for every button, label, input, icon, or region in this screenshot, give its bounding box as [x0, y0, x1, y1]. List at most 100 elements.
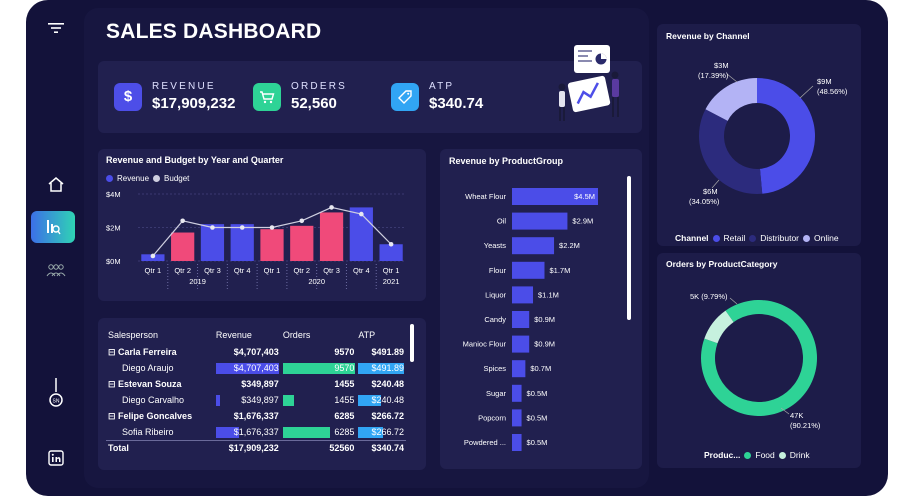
header-orders[interactable]: Orders	[282, 330, 311, 340]
svg-text:SN: SN	[53, 399, 60, 405]
x-tick-label: Qtr 4	[234, 266, 251, 275]
header-salesperson[interactable]: Salesperson	[108, 330, 159, 340]
x-tick-label: Qtr 2	[293, 266, 310, 275]
linkedin-icon[interactable]	[41, 446, 71, 470]
salesperson-panel	[98, 318, 426, 470]
lightbulb-icon[interactable]: SN	[41, 378, 71, 410]
cell-orders-text: 1455	[334, 395, 355, 405]
cell-atp: $266.72	[356, 424, 406, 440]
cell-total-label: Total	[108, 443, 129, 454]
revenue-budget-title: Revenue and Budget by Year and Quarter	[106, 155, 284, 165]
productgroup-bar	[512, 335, 530, 353]
budget-point	[329, 205, 334, 210]
cell-revenue-text: $349,897	[241, 395, 279, 405]
category-legend-title: Produc...	[704, 450, 741, 460]
filter-icon[interactable]	[41, 16, 71, 40]
data-label: $0.7M	[530, 364, 551, 373]
legend-drink-dot	[778, 451, 786, 459]
category-donut: 5K (9.79%) 47K(90.21%)	[690, 292, 821, 430]
productgroup-bar	[512, 261, 545, 279]
category-panel	[657, 253, 861, 468]
kpi-value: $17,909,232	[152, 95, 236, 112]
channel-legend-title: Channel	[675, 233, 709, 243]
revenue-bar	[200, 224, 225, 261]
budget-point	[388, 241, 394, 247]
revenue-bar	[379, 244, 403, 261]
slice-label: (34.05%)	[689, 197, 720, 206]
cell-orders-text: 9570	[334, 363, 355, 373]
header-atp[interactable]: ATP	[358, 330, 376, 340]
sidebar: SN	[26, 0, 86, 496]
orders-databar	[282, 395, 294, 406]
productgroup-bar	[512, 409, 522, 427]
revenue-budget-legend: Revenue Budget	[106, 174, 189, 183]
home-icon[interactable]	[41, 172, 71, 196]
kpi-label: REVENUE	[152, 81, 216, 92]
budget-point	[210, 225, 215, 230]
y-tick-label: $4M	[106, 190, 121, 199]
category-label: Spices	[483, 364, 506, 373]
revenue-budget-chart: $0M $2M $4M Qtr 1 Qtr 2 Qtr 3 Qtr 4 Qtr 1 Qtr 2 Q…	[106, 190, 406, 290]
productgroup-bar	[512, 237, 555, 255]
x-tick-label: Qtr 1	[145, 266, 162, 275]
donut-slice	[704, 310, 734, 344]
donut-slice	[699, 109, 763, 194]
cell-atp: $266.72	[371, 411, 404, 421]
kpi-panel: $ REVENUE $17,909,232 ORDERS 52,560 ATP …	[98, 45, 642, 133]
legend-drink: Drink	[789, 450, 810, 460]
data-label: $2.9M	[572, 217, 593, 226]
table-row[interactable]: Sofia Ribeiro $1,676,337 6285 $266.72	[106, 424, 406, 440]
cell-revenue-text: $1,676,337	[233, 426, 279, 437]
cell-orders: 9570	[334, 347, 355, 357]
legend-revenue: Revenue	[117, 174, 150, 183]
dashboard-illustration	[558, 45, 619, 121]
table-header-row: Salesperson Revenue Orders ATP	[106, 326, 406, 344]
cell-atp: $240.48	[356, 392, 406, 408]
slice-label: $3M	[714, 61, 729, 70]
report-icon[interactable]	[31, 211, 75, 243]
cell-total-atp: $340.74	[371, 443, 404, 454]
productgroup-scrollbar[interactable]	[627, 176, 631, 320]
leader-line	[799, 85, 814, 99]
table-row[interactable]: Diego Araujo $4,707,403 9570 $491.89	[106, 360, 406, 376]
year-label: 2020	[308, 277, 325, 286]
header-revenue[interactable]: Revenue	[215, 330, 252, 340]
legend-online: Online	[814, 233, 839, 243]
data-label: $1.7M	[549, 266, 570, 275]
tag-icon	[391, 82, 419, 111]
table-scrollbar[interactable]	[410, 324, 414, 362]
category-label: Oil	[497, 217, 507, 226]
slice-label: (48.56%)	[817, 87, 848, 96]
legend-food: Food	[755, 450, 775, 460]
budget-point	[269, 225, 275, 230]
cell-orders-text: 6285	[334, 426, 355, 437]
category-label: Liquor	[485, 290, 506, 299]
data-label: $0.9M	[534, 315, 555, 324]
budget-point	[239, 225, 245, 230]
x-tick-label: Qtr 3	[323, 266, 340, 275]
cell-atp-text: $266.72	[371, 426, 404, 437]
people-icon[interactable]	[41, 258, 71, 282]
cell-atp-text: $491.89	[371, 363, 404, 373]
cart-icon	[253, 82, 281, 111]
category-legend: Produc... Food Drink	[704, 450, 810, 460]
table-row[interactable]: ⊟ Carla Ferreira $4,707,403 9570 $491.89	[106, 344, 406, 360]
channel-title: Revenue by Channel	[666, 31, 750, 41]
leader-line	[780, 407, 790, 415]
budget-point	[299, 218, 305, 224]
table-row[interactable]: ⊟ Estevan Souza $349,897 1455 $240.48	[106, 376, 406, 392]
y-tick-label: $0M	[106, 257, 121, 266]
channel-donut: $9M(48.56%) $6M(34.05%) $3M(17.39%)	[689, 61, 848, 206]
productgroup-bar	[512, 286, 534, 304]
table-row[interactable]: Diego Carvalho $349,897 1455 $240.48	[106, 392, 406, 408]
channel-panel	[657, 24, 861, 246]
data-label: $4.5M	[574, 192, 595, 201]
revenue-bar	[319, 212, 344, 261]
cell-atp: $491.89	[371, 347, 404, 357]
table-row[interactable]: ⊟ Felipe Goncalves $1,676,337 6285 $266.…	[106, 408, 406, 424]
slice-label: (90.21%)	[790, 421, 821, 430]
data-label: $0.5M	[527, 438, 548, 447]
legend-distributor: Distributor	[760, 233, 799, 243]
cell-atp-text: $240.48	[371, 395, 404, 405]
category-label: Manioc Flour	[463, 340, 507, 349]
